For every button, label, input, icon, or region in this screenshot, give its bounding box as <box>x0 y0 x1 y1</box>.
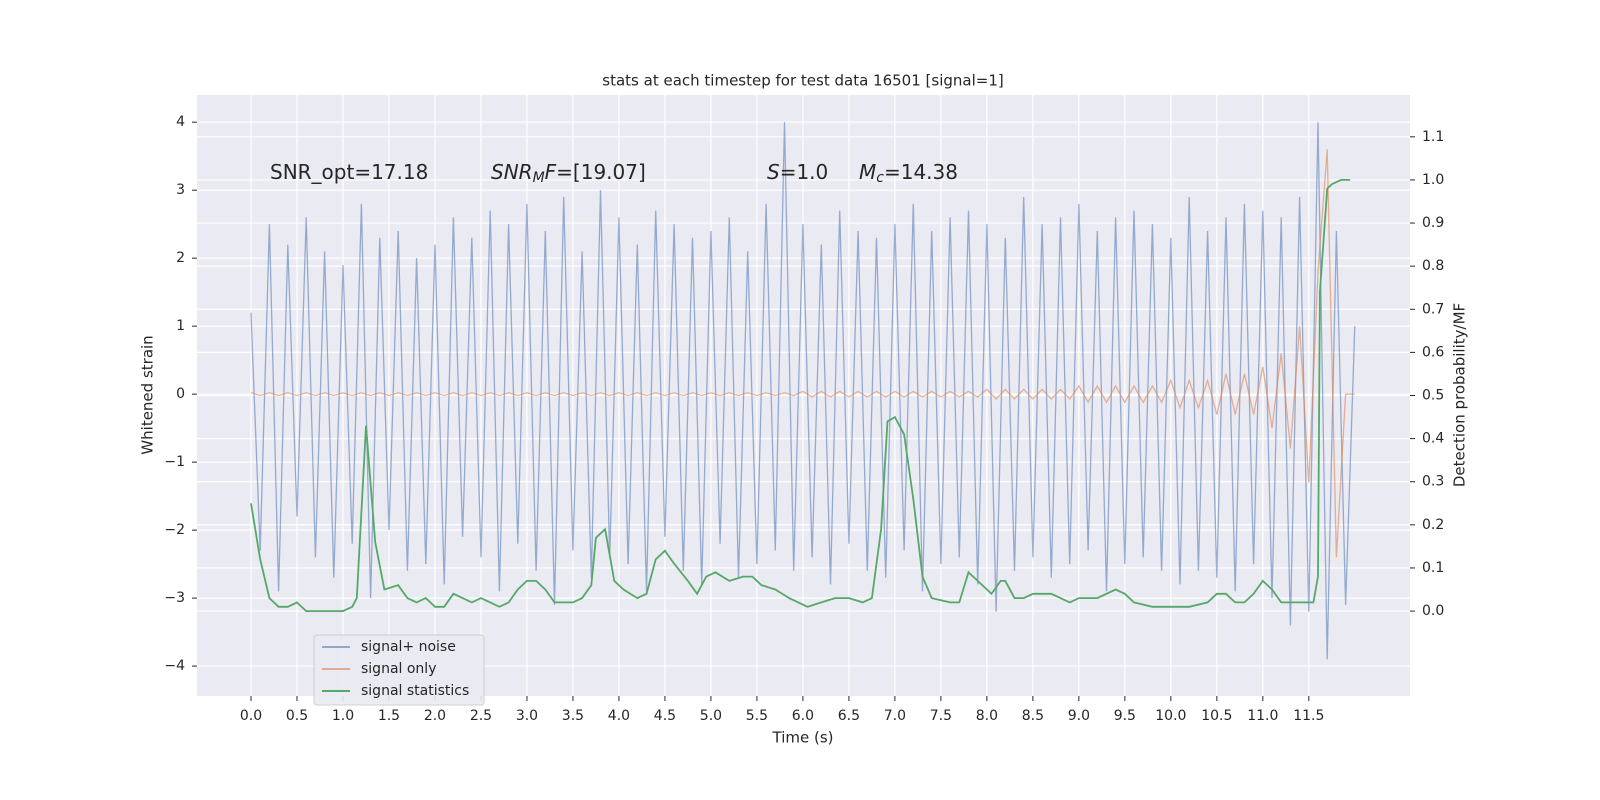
x-tick-label: 10.5 <box>1201 708 1232 724</box>
y-tick-label: −3 <box>164 590 185 606</box>
x-tick-label: 6.0 <box>792 708 814 724</box>
y-tick-label: −2 <box>164 522 185 538</box>
x-tick-label: 9.5 <box>1114 708 1136 724</box>
annotation-part: SNR_opt=17.18 <box>270 160 428 184</box>
annotation-part: =1.0 <box>780 160 829 184</box>
y-tick-label: 3 <box>176 182 185 198</box>
x-tick-label: 1.5 <box>378 708 400 724</box>
annotation-part: =[19.07] <box>556 160 646 184</box>
x-tick-label: 9.0 <box>1068 708 1090 724</box>
annotation-part: M <box>533 170 545 186</box>
y2-tick-label: 1.1 <box>1422 129 1444 145</box>
x-axis-label: Time (s) <box>772 729 834 747</box>
annotation: SNRMF=[19.07] <box>491 160 646 187</box>
chart-title: stats at each timestep for test data 165… <box>602 72 1003 90</box>
y2-tick-label: 1.0 <box>1422 172 1444 188</box>
y2-tick-label: 0.2 <box>1422 517 1444 533</box>
x-tick-label: 3.5 <box>562 708 584 724</box>
x-tick-label: 8.5 <box>1022 708 1044 724</box>
y2-tick-label: 0.7 <box>1422 301 1444 317</box>
legend-label: signal+ noise <box>361 639 456 655</box>
x-tick-label: 0.5 <box>286 708 308 724</box>
x-tick-label: 11.5 <box>1293 708 1324 724</box>
y-tick-label: 1 <box>176 318 185 334</box>
y2-tick-label: 0.6 <box>1422 344 1444 360</box>
legend-label: signal statistics <box>361 683 469 699</box>
annotation-part: c <box>876 170 884 186</box>
x-tick-label: 7.5 <box>930 708 952 724</box>
y2-tick-label: 0.1 <box>1422 560 1444 576</box>
series-line <box>250 179 1351 612</box>
annotation: SNR_opt=17.18 <box>270 160 428 184</box>
x-tick-label: 10.0 <box>1155 708 1186 724</box>
x-tick-label: 0.0 <box>240 708 262 724</box>
y-tick-label: 0 <box>176 386 185 402</box>
x-tick-label: 5.0 <box>700 708 722 724</box>
y2-axis-label: Detection probability/MF <box>1451 303 1469 487</box>
annotation-part: M <box>859 160 876 184</box>
x-tick-label: 2.0 <box>424 708 446 724</box>
x-tick-label: 4.0 <box>608 708 630 724</box>
y2-tick-label: 0.3 <box>1422 474 1444 490</box>
y2-tick-label: 0.5 <box>1422 388 1444 404</box>
annotation-part: S <box>767 160 780 184</box>
x-tick-label: 11.0 <box>1247 708 1278 724</box>
series-line <box>250 122 1356 660</box>
legend-box <box>313 634 485 706</box>
x-tick-label: 1.0 <box>332 708 354 724</box>
y2-tick-label: 0.4 <box>1422 431 1444 447</box>
y-tick-label: 4 <box>176 114 185 130</box>
y-tick-label: −1 <box>164 454 185 470</box>
annotation-part: SNR <box>491 160 533 184</box>
series-line <box>250 149 1355 558</box>
x-tick-label: 3.0 <box>516 708 538 724</box>
x-tick-label: 7.0 <box>884 708 906 724</box>
x-tick-label: 8.0 <box>976 708 998 724</box>
annotation: Mc=14.38 <box>859 160 958 187</box>
x-tick-label: 6.5 <box>838 708 860 724</box>
x-tick-label: 5.5 <box>746 708 768 724</box>
annotation: S=1.0 <box>767 160 828 184</box>
y2-tick-label: 0.0 <box>1422 603 1444 619</box>
y2-tick-label: 0.8 <box>1422 258 1444 274</box>
y-axis-label: Whitened strain <box>139 335 157 454</box>
x-tick-label: 4.5 <box>654 708 676 724</box>
annotation-part: =14.38 <box>884 160 958 184</box>
y2-tick-label: 0.9 <box>1422 215 1444 231</box>
x-tick-label: 2.5 <box>470 708 492 724</box>
annotation-part: F <box>545 160 557 184</box>
y-tick-label: 2 <box>176 250 185 266</box>
legend-label: signal only <box>361 661 436 677</box>
y-tick-label: −4 <box>164 658 185 674</box>
